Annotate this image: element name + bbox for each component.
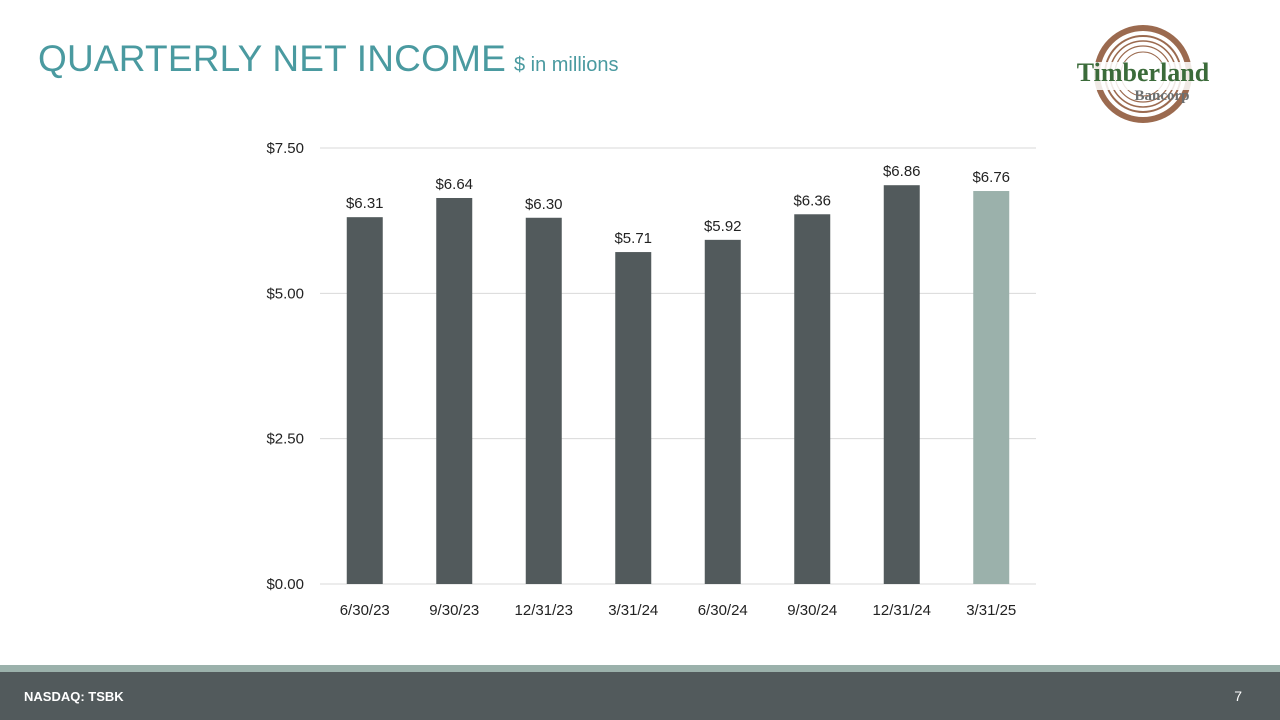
logo-subwordmark: Bancorp <box>1134 88 1189 104</box>
bar <box>525 217 562 584</box>
footer-bar <box>0 672 1280 720</box>
bar <box>346 217 383 585</box>
page-number: 7 <box>1234 688 1242 704</box>
bar <box>794 214 831 584</box>
x-tick-label: 3/31/24 <box>608 602 658 619</box>
bar <box>615 252 652 585</box>
title-block: QUARTERLY NET INCOME $ in millions <box>38 38 618 80</box>
bar <box>436 197 473 584</box>
axis-labels: $0.00 $2.50 $5.00 $7.50 6/30/23 9/30/23 12/31/… <box>266 140 1016 619</box>
bar-data-label: $5.71 <box>614 230 652 247</box>
bar-data-label: $6.76 <box>972 169 1010 186</box>
y-tick-label: $0.00 <box>266 576 304 593</box>
x-tick-label: 3/31/25 <box>966 602 1016 619</box>
bar-data-label: $6.64 <box>435 176 473 193</box>
x-tick-label: 9/30/24 <box>787 602 837 619</box>
bar <box>883 185 920 585</box>
x-tick-label: 9/30/23 <box>429 602 479 619</box>
footer-accent-stripe <box>0 665 1280 672</box>
gridlines <box>320 147 1036 585</box>
bar-data-label: $6.31 <box>346 195 384 212</box>
data-labels: $6.31 $6.64 $6.30 $5.71 $5.92 $6.36 $6.86 $6.76 <box>346 163 1010 247</box>
bar-data-label: $6.36 <box>793 192 831 209</box>
bar <box>704 239 741 585</box>
page-title: QUARTERLY NET INCOME <box>38 38 506 79</box>
y-tick-label: $5.00 <box>266 285 304 302</box>
timberland-logo: Timberland Bancorp <box>1058 25 1228 123</box>
x-tick-label: 12/31/23 <box>515 602 573 619</box>
y-tick-label: $2.50 <box>266 431 304 448</box>
x-tick-label: 6/30/23 <box>340 602 390 619</box>
x-tick-label: 12/31/24 <box>873 602 931 619</box>
bar-data-label: $6.86 <box>883 163 921 180</box>
x-tick-label: 6/30/24 <box>698 602 748 619</box>
footer-ticker: NASDAQ: TSBK <box>24 689 124 704</box>
bar-data-label: $5.92 <box>704 218 742 235</box>
bar <box>973 191 1010 584</box>
logo-wordmark: Timberland <box>1077 58 1210 87</box>
bar-data-label: $6.30 <box>525 196 563 213</box>
y-tick-label: $7.50 <box>266 140 304 157</box>
bars <box>346 185 1010 585</box>
page-subtitle: $ in millions <box>513 54 619 76</box>
